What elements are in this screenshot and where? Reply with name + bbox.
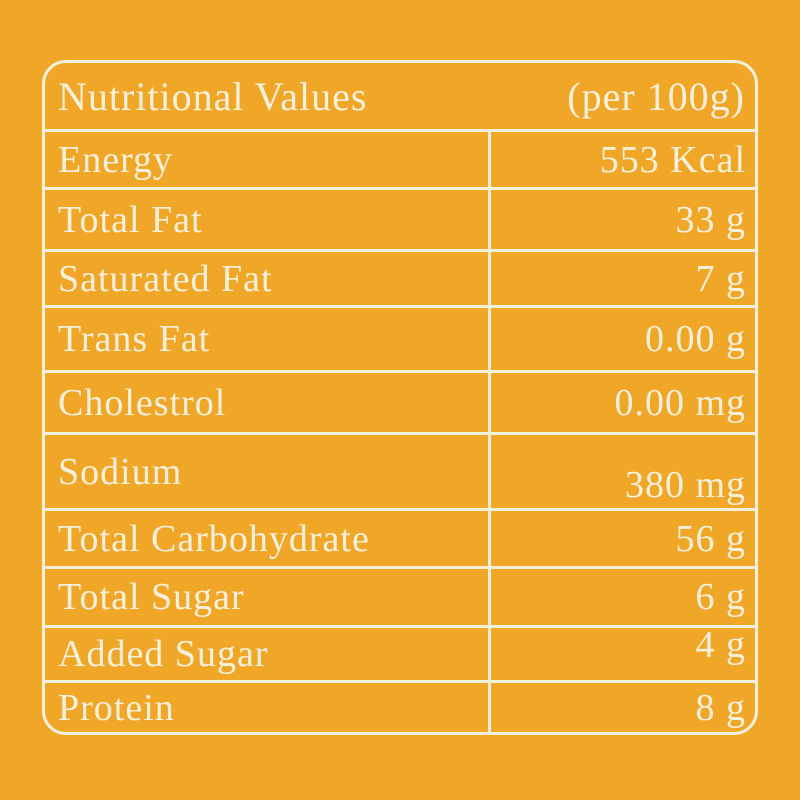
- row-value: 553 Kcal: [488, 132, 755, 187]
- table-body: Energy 553 Kcal Total Fat 33 g Saturated…: [45, 132, 755, 732]
- row-label: Cholestrol: [58, 381, 227, 424]
- row-label: Energy: [58, 138, 174, 181]
- table-row: Cholestrol 0.00 mg: [45, 373, 755, 435]
- row-label: Trans Fat: [58, 318, 211, 360]
- row-label: Added Sugar: [58, 633, 269, 675]
- table-row: Saturated Fat 7 g: [45, 252, 755, 308]
- row-value: 56 g: [488, 511, 755, 566]
- row-label: Total Sugar: [58, 576, 245, 618]
- header-unit-note: (per 100g): [567, 73, 745, 119]
- row-label: Protein: [58, 686, 175, 729]
- table-row: Energy 553 Kcal: [45, 132, 755, 190]
- row-value: 33 g: [488, 190, 755, 249]
- table-row: Total Fat 33 g: [45, 190, 755, 252]
- table-row: Added Sugar 4 g: [45, 628, 755, 683]
- table-row: Sodium 380 mg: [45, 435, 755, 511]
- row-value: 4 g: [488, 628, 755, 680]
- row-value: 6 g: [488, 569, 755, 625]
- header-title: Nutritional Values: [58, 73, 368, 119]
- table-row: Total Sugar 6 g: [45, 569, 755, 628]
- nutrition-table: Nutritional Values (per 100g) Energy 553…: [42, 60, 758, 735]
- table-row: Protein 8 g: [45, 683, 755, 732]
- row-label: Total Fat: [58, 198, 203, 241]
- row-value: 8 g: [488, 683, 755, 732]
- row-value: 0.00 mg: [488, 373, 755, 432]
- row-label: Sodium: [58, 450, 183, 493]
- row-label: Saturated Fat: [58, 257, 273, 300]
- table-header: Nutritional Values (per 100g): [45, 63, 755, 132]
- row-value: 380 mg: [488, 435, 755, 508]
- row-value: 7 g: [488, 252, 755, 305]
- row-label: Total Carbohydrate: [58, 517, 370, 560]
- table-row: Total Carbohydrate 56 g: [45, 511, 755, 569]
- table-row: Trans Fat 0.00 g: [45, 308, 755, 373]
- row-value: 0.00 g: [488, 308, 755, 370]
